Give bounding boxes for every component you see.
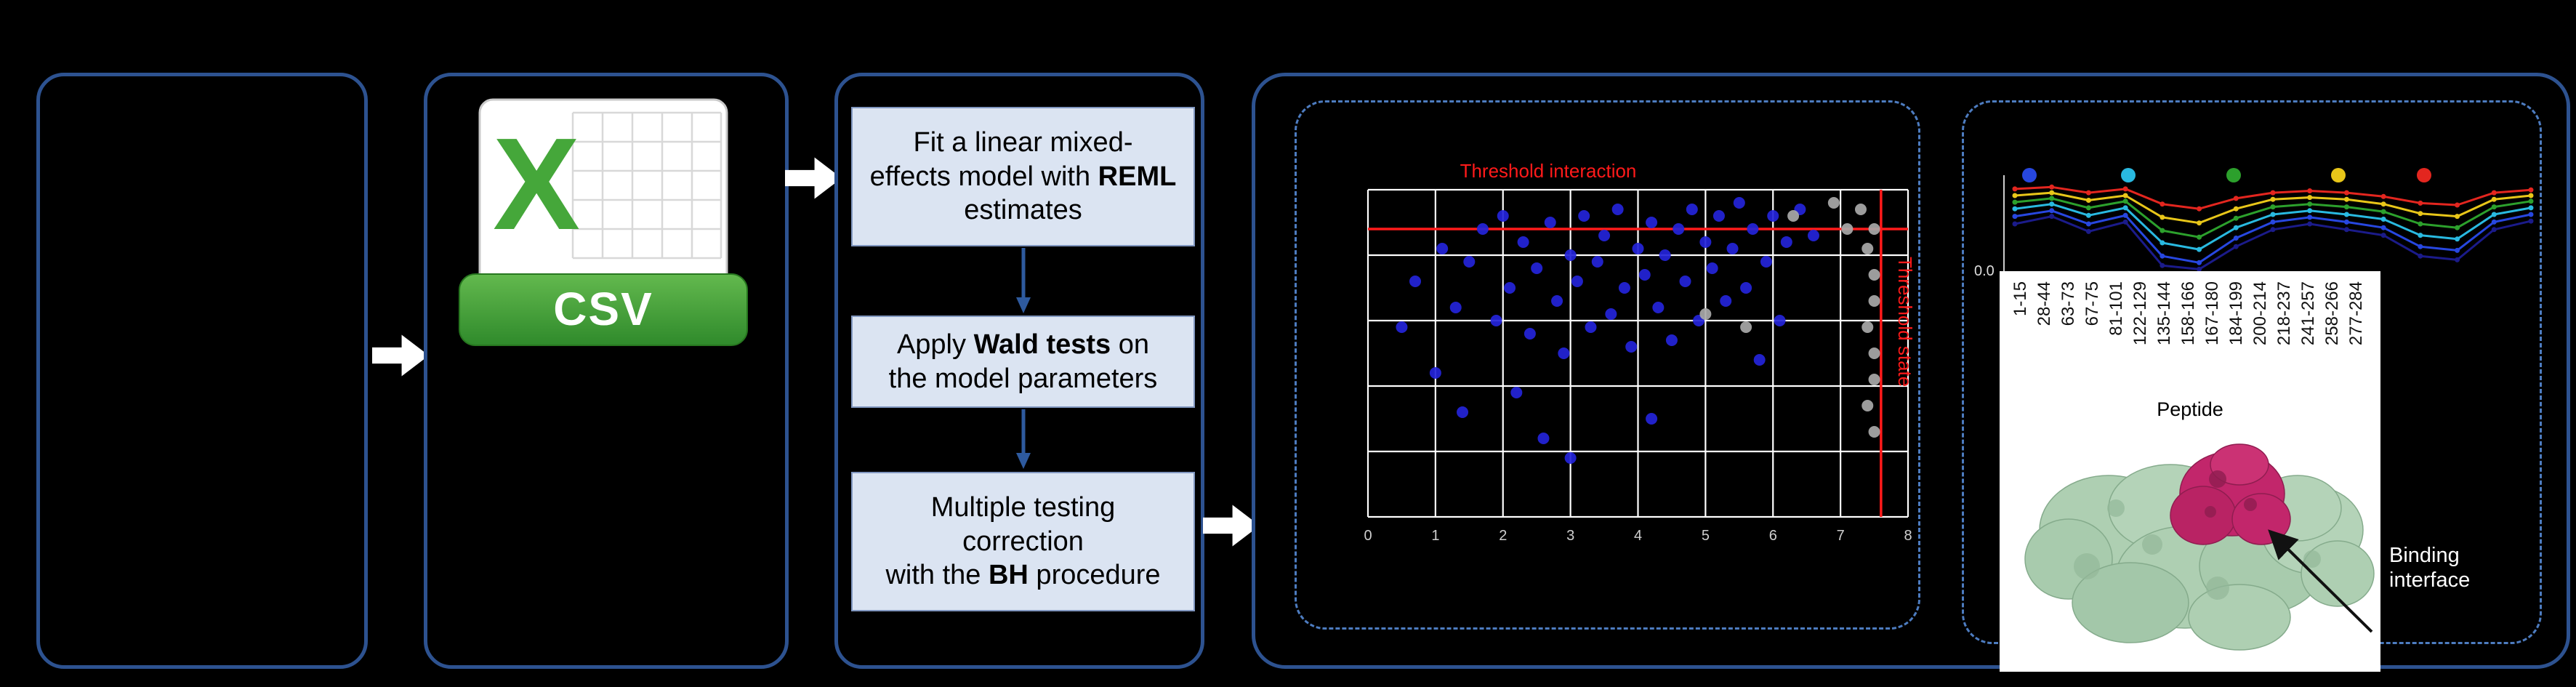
svg-text:241-257: 241-257 [2298,281,2318,345]
svg-text:200-214: 200-214 [2250,281,2270,345]
threshold-state-label: Threshold state [1894,257,1916,387]
step-box-1: Fit a linear mixed- effects model with R… [851,107,1195,246]
svg-text:258-266: 258-266 [2322,281,2342,345]
svg-text:8: 8 [1904,528,1912,544]
svg-text:28-44: 28-44 [2034,281,2054,326]
step-1-post: estimates [964,195,1082,226]
flow-arrow-1 [372,334,429,377]
svg-text:67-75: 67-75 [2082,281,2102,326]
svg-text:2: 2 [1499,528,1507,544]
step-3-pre: Multiple testing correction with the [885,492,1116,591]
step-box-2: Apply Wald tests on the model parameters [851,316,1195,408]
svg-text:122-129: 122-129 [2130,281,2150,345]
binding-interface-label: Binding interface [2389,544,2471,592]
step-3-bold: BH [988,560,1029,591]
peptide-panel: 1-15 28-44 63-73 67-75 81-101 122-129 135-144 1… [2000,271,2380,672]
results-panel: 0 1 2 3 4 5 6 7 8 Threshold interaction Threshol… [1252,73,2570,672]
step-2-post: on the model parameters [888,329,1158,394]
peptide-axis-title: Peptide [2157,398,2223,420]
svg-text:0: 0 [1364,528,1372,544]
svg-text:63-73: 63-73 [2058,281,2078,326]
svg-text:218-237: 218-237 [2274,281,2294,345]
svg-text:6: 6 [1769,528,1777,544]
svg-text:167-180: 167-180 [2202,281,2222,345]
step-2-text: Apply Wald tests on the model parameters [883,325,1164,398]
y-axis-zero-label: 0.0 [1974,263,1995,279]
svg-text:1-15: 1-15 [2011,281,2030,316]
input-panel [36,73,368,669]
uptake-chart: 0.0 [1974,168,2534,279]
model-panel: Fit a linear mixed- effects model with R… [834,73,1204,669]
protein-structure [2024,443,2375,651]
svg-text:1: 1 [1431,528,1439,544]
step-arrow-2 [1016,409,1031,469]
scatter-plot: 0 1 2 3 4 5 6 7 8 Threshold interaction Threshol… [1364,160,1916,544]
step-1-bold: REML [1098,161,1177,192]
flow-arrow-2 [785,157,842,199]
step-3-post: procedure [1028,560,1161,591]
binding-arrow [2268,529,2373,633]
uptake-series-layer [2003,168,2534,272]
step-2-pre: Apply [896,329,974,361]
csv-panel: X CSV [424,73,789,669]
step-3-text: Multiple testing correction with the BH … [880,488,1166,595]
svg-text:135-144: 135-144 [2154,281,2174,345]
peptide-tick-labels: 1-15 28-44 63-73 67-75 81-101 122-129 135-144 1… [2011,281,2366,345]
svg-text:277-284: 277-284 [2346,281,2366,345]
svg-text:4: 4 [1634,528,1642,544]
peptide-axis: 1-15 28-44 63-73 67-75 81-101 122-129 135-144 1… [2011,281,2366,345]
step-1-text: Fit a linear mixed- effects model with R… [853,123,1194,230]
csv-file-icon: X CSV [459,98,748,346]
protein-surface-texture [2074,499,2321,600]
binding-site [2170,443,2291,545]
step-1-pre: Fit a linear mixed- effects model with [869,127,1133,192]
svg-text:184-199: 184-199 [2226,281,2246,345]
step-arrow-1 [1016,248,1031,313]
csv-label: CSV [553,283,653,335]
threshold-interaction-label: Threshold interaction [1460,160,1637,182]
svg-text:7: 7 [1837,528,1845,544]
step-box-3: Multiple testing correction with the BH … [851,472,1195,611]
csv-grid [571,111,723,260]
svg-text:5: 5 [1702,528,1710,544]
csv-x-letter: X [493,111,580,257]
scatter-grid: 0 1 2 3 4 5 6 7 8 [1364,188,1912,544]
svg-text:81-101: 81-101 [2106,281,2126,336]
svg-text:3: 3 [1566,528,1574,544]
csv-banner [459,273,748,346]
svg-text:158-166: 158-166 [2178,281,2198,345]
step-2-bold: Wald tests [973,329,1111,361]
scatter-panel: 0 1 2 3 4 5 6 7 8 Threshold interaction Threshol… [1295,100,1920,630]
binding-site-texture [2205,470,2257,518]
